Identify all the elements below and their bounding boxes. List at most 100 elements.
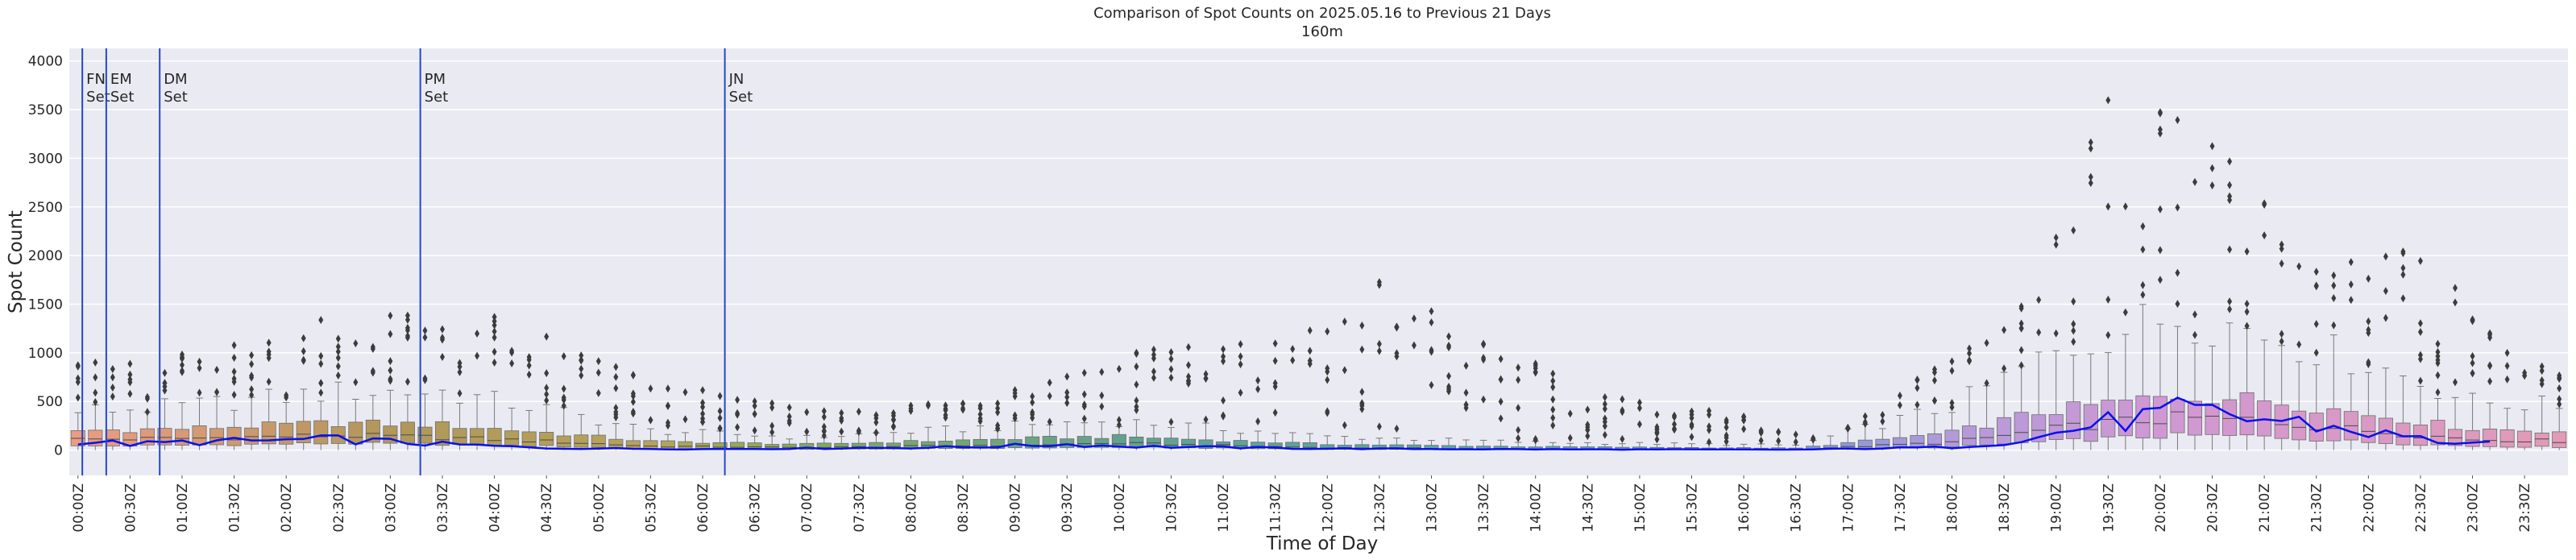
box-bin [1198,439,1213,449]
box-bin [2083,404,2098,442]
outlier-marker [2001,326,2007,334]
outlier-marker [301,334,306,342]
outlier-marker [301,346,306,355]
outlier-marker [2244,299,2250,308]
outlier-marker [110,373,115,382]
outlier-marker [526,355,532,364]
x-tick-label: 13:00Z [1424,483,1440,533]
outlier-marker [179,361,185,370]
outlier-marker [1550,405,1556,414]
outlier-marker [2140,290,2146,299]
outlier-marker [2244,247,2250,256]
outlier-marker [873,429,879,438]
outlier-marker [1689,413,1695,422]
box-bin [2205,403,2220,435]
outlier-marker [1984,379,1989,388]
box-bin [226,426,242,446]
outlier-marker [318,316,324,325]
outlier-marker [439,353,445,362]
x-tick-label: 12:30Z [1372,483,1388,533]
outlier-marker [318,379,324,388]
x-axis-label: Time of Day [1266,533,1379,554]
outlier-marker [1376,346,1382,355]
outlier-marker [231,390,237,399]
outlier-marker [1931,396,1937,404]
outlier-marker [1134,396,1139,405]
outlier-marker [2487,329,2493,338]
outlier-marker [1897,400,1902,409]
outlier-marker [665,384,670,393]
outlier-marker [1585,432,1591,441]
outlier-marker [2504,348,2510,357]
outlier-marker [1168,355,1174,363]
outlier-marker [2018,346,2024,355]
x-tick-label: 20:00Z [2153,483,2169,533]
outlier-marker [839,427,844,436]
x-tick-label: 03:00Z [383,483,399,533]
annotation-label: DM [164,71,187,88]
outlier-marker [1914,384,1920,392]
outlier-marker [1429,380,1434,389]
outlier-marker [1741,413,1747,421]
x-tick-label: 04:00Z [487,483,504,533]
outlier-marker [2348,258,2354,267]
outlier-marker [1394,349,1400,358]
outlier-marker [404,323,410,332]
outlier-marker [2071,320,2076,329]
outlier-marker [2383,287,2388,296]
outlier-marker [1620,395,1625,404]
outlier-marker [1602,421,1607,430]
x-tick-label: 16:00Z [1736,483,1753,533]
outlier-marker [2435,347,2441,356]
outlier-marker [266,354,272,363]
outlier-marker [804,427,810,436]
outlier-marker [2435,371,2441,380]
box-bin [625,440,641,449]
outlier-marker [1411,341,1417,350]
outlier-marker [2366,358,2371,367]
outlier-marker [1862,412,1868,421]
annotation-label: EM [110,71,132,88]
outlier-marker [1671,420,1677,429]
outlier-marker [509,346,515,355]
outlier-marker [457,359,463,367]
outlier-marker [197,363,202,372]
outlier-marker [179,355,185,363]
outlier-marker [214,388,220,396]
outlier-marker [1168,365,1174,374]
y-axis-ticks: 0 500 1000 1500 2000 2500 3000 3500 4000 [28,54,63,459]
outlier-marker [1567,409,1573,418]
outlier-marker [700,403,706,412]
outlier-marker [75,393,81,402]
outlier-marker [1238,388,1243,397]
outlier-marker [1221,396,1226,405]
outlier-marker [388,366,393,375]
outlier-marker [1221,352,1226,361]
outlier-marker [1116,416,1122,425]
outlier-marker [873,411,879,420]
outlier-marker [2522,371,2528,380]
outlier-marker [786,419,792,428]
outlier-marker [2209,142,2215,151]
outlier-marker [1654,429,1660,438]
outlier-marker [93,388,98,397]
outlier-marker [2417,328,2423,337]
outlier-marker [579,371,584,380]
outlier-marker [1914,400,1920,409]
outlier-marker [1099,367,1105,376]
outlier-marker [2313,268,2319,276]
outlier-marker [2175,268,2180,277]
outlier-marker [1931,376,1937,385]
outlier-marker [284,393,289,402]
outlier-marker [1342,317,1347,326]
outlier-marker [75,374,81,383]
outlier-marker [1620,408,1625,417]
outlier-marker [1463,388,1469,397]
outlier-marker [2227,297,2233,306]
outlier-marker [1325,409,1330,417]
outlier-marker [1463,361,1469,370]
outlier-marker [1307,346,1313,355]
box-bin [2222,399,2238,436]
outlier-marker [1949,399,1955,408]
x-tick-label: 02:30Z [331,483,347,533]
